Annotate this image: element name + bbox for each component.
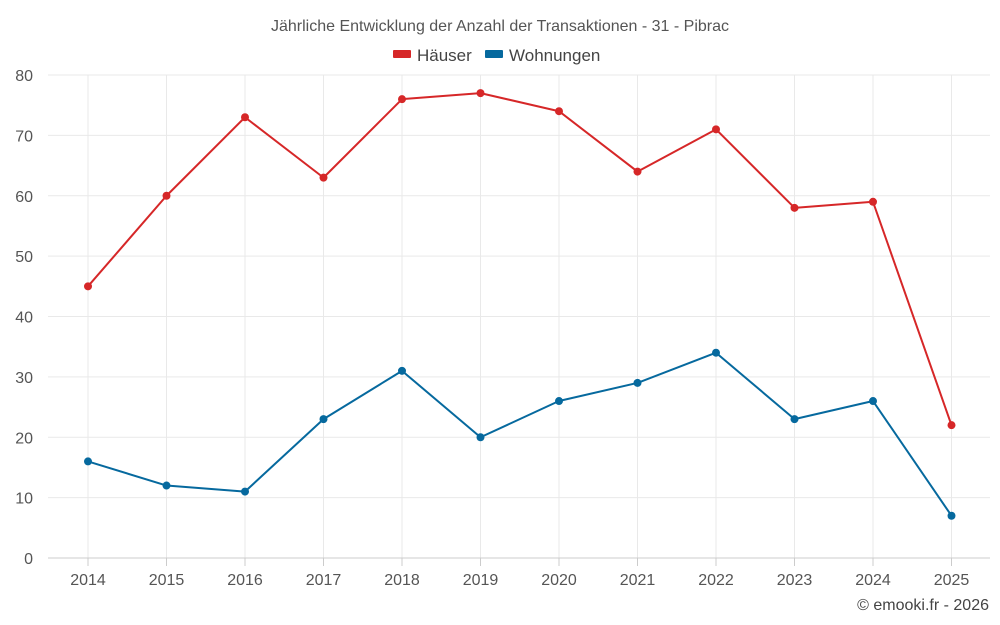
- data-point-haeuser-2019[interactable]: [476, 89, 485, 98]
- series: [84, 89, 956, 520]
- data-point-wohnungen-2016[interactable]: [241, 487, 249, 496]
- axes: 0 10 20 30 40 50 60 70 80 2014 2015 2016 2017 2018 201…: [15, 68, 990, 589]
- chart-title: Jährliche Entwicklung der Anzahl der Tra…: [271, 18, 729, 35]
- data-point-wohnungen-2023[interactable]: [790, 415, 799, 424]
- copyright-credit: © emooki.fr - 2026: [857, 597, 989, 614]
- data-point-haeuser-2023[interactable]: [790, 203, 799, 212]
- x-tick-label-2024: 2024: [855, 572, 891, 589]
- x-tick-label-2025: 2025: [934, 572, 970, 589]
- data-point-wohnungen-2014[interactable]: [84, 457, 92, 466]
- data-point-haeuser-2016[interactable]: [241, 113, 249, 122]
- x-tick-label-2019: 2019: [463, 572, 499, 589]
- legend-label-wohnungen: Wohnungen: [509, 46, 600, 65]
- y-tick-label-40: 40: [15, 310, 33, 327]
- data-point-haeuser-2017[interactable]: [319, 173, 328, 182]
- x-tick-label-2020: 2020: [541, 572, 577, 589]
- legend-swatch-wohnungen: [485, 50, 503, 58]
- y-tick-label-0: 0: [24, 551, 33, 568]
- series-line-haeuser: [87, 92, 953, 426]
- data-point-wohnungen-2015[interactable]: [162, 481, 171, 490]
- data-point-haeuser-2015[interactable]: [162, 191, 171, 200]
- data-point-wohnungen-2017[interactable]: [319, 415, 328, 424]
- y-tick-label-80: 80: [15, 68, 33, 85]
- legend-label-haeuser: Häuser: [417, 46, 472, 65]
- legend-item-wohnungen[interactable]: Wohnungen: [485, 46, 600, 65]
- y-tick-label-10: 10: [15, 491, 33, 508]
- data-point-haeuser-2014[interactable]: [84, 282, 92, 291]
- series-line-wohnungen: [87, 351, 953, 517]
- y-tick-label-30: 30: [15, 370, 33, 387]
- data-point-haeuser-2025[interactable]: [947, 421, 956, 430]
- legend-item-haeuser[interactable]: Häuser: [393, 46, 472, 65]
- data-point-wohnungen-2022[interactable]: [712, 348, 720, 357]
- data-point-haeuser-2024[interactable]: [869, 197, 877, 206]
- data-point-wohnungen-2025[interactable]: [947, 511, 956, 520]
- x-tick-label-2015: 2015: [149, 572, 185, 589]
- y-tick-label-60: 60: [15, 189, 33, 206]
- legend-swatch-haeuser: [393, 50, 411, 58]
- x-tick-label-2014: 2014: [70, 572, 106, 589]
- data-point-haeuser-2020[interactable]: [555, 107, 563, 116]
- x-tick-label-2016: 2016: [227, 572, 263, 589]
- x-tick-label-2022: 2022: [698, 572, 734, 589]
- data-point-wohnungen-2018[interactable]: [398, 366, 406, 375]
- data-point-haeuser-2018[interactable]: [398, 95, 406, 104]
- data-point-wohnungen-2021[interactable]: [633, 378, 642, 387]
- grid: [48, 74, 990, 558]
- x-tick-label-2017: 2017: [306, 572, 342, 589]
- y-tick-label-20: 20: [15, 430, 33, 447]
- data-point-wohnungen-2019[interactable]: [476, 433, 485, 442]
- y-tick-label-50: 50: [15, 249, 33, 266]
- legend: Häuser Wohnungen: [393, 46, 600, 65]
- data-point-wohnungen-2024[interactable]: [869, 397, 877, 406]
- data-point-haeuser-2022[interactable]: [712, 125, 720, 134]
- x-tick-label-2018: 2018: [384, 572, 420, 589]
- x-tick-label-2021: 2021: [620, 572, 656, 589]
- data-point-wohnungen-2020[interactable]: [555, 397, 563, 406]
- x-tick-label-2023: 2023: [777, 572, 813, 589]
- y-tick-label-70: 70: [15, 128, 33, 145]
- data-point-haeuser-2021[interactable]: [633, 167, 642, 176]
